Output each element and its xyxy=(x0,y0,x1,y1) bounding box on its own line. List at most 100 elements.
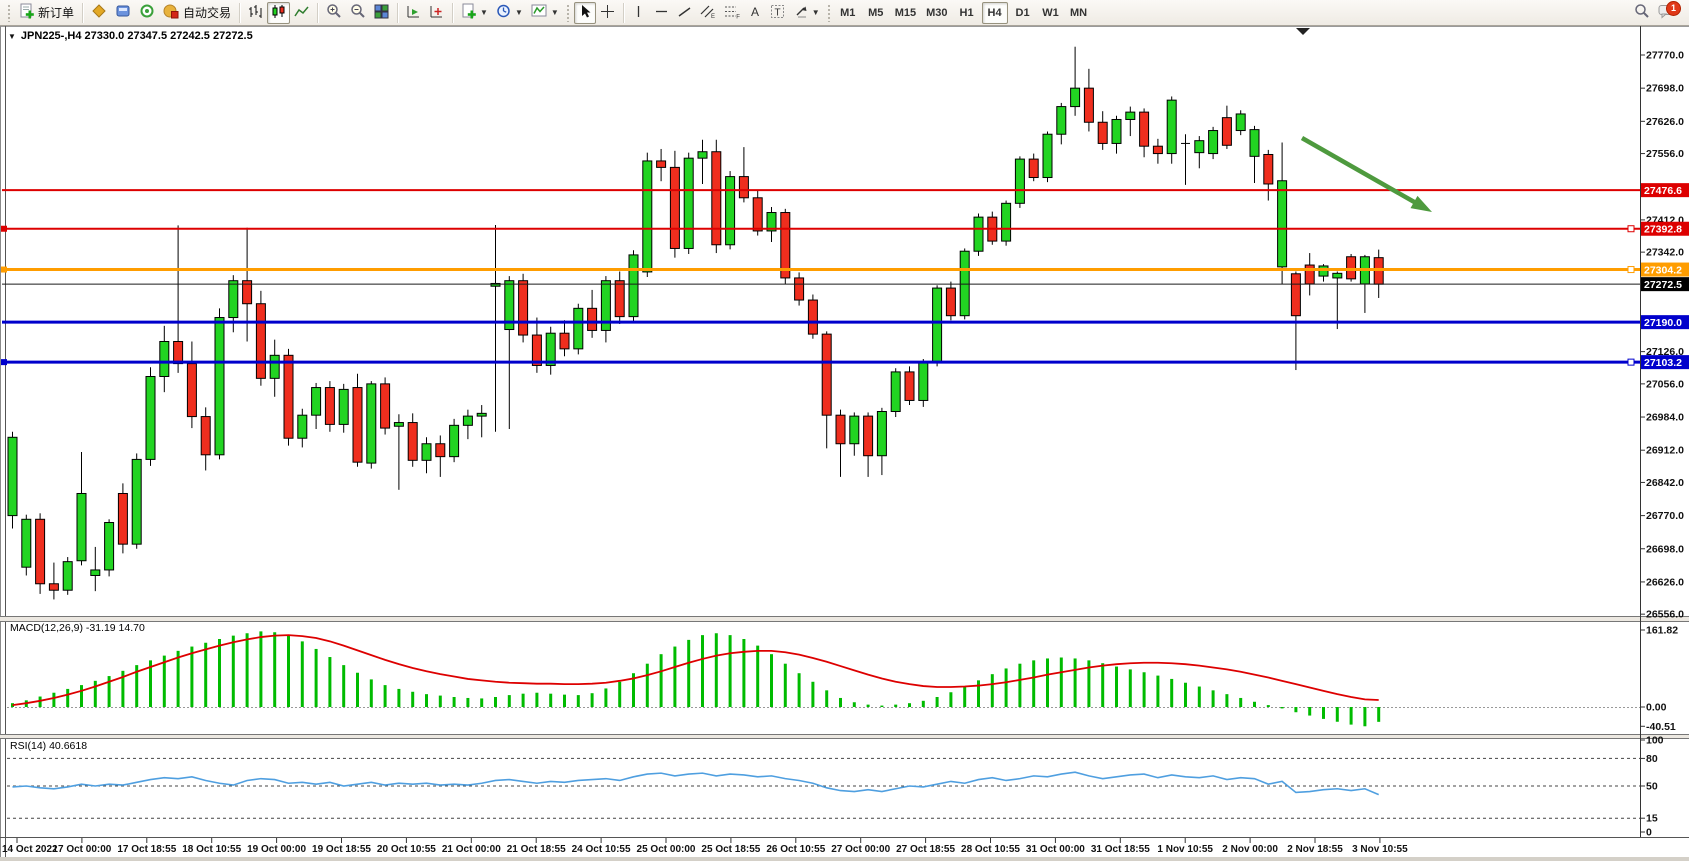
line-drag-handle[interactable] xyxy=(1,225,7,232)
notifications-button[interactable]: 1 xyxy=(1654,0,1681,24)
line-drag-handle[interactable] xyxy=(1627,266,1635,274)
search-button[interactable] xyxy=(1630,2,1654,24)
time-axis-label: 3 Nov 10:55 xyxy=(1352,844,1408,855)
candle xyxy=(200,416,211,456)
candlestick-chart-button[interactable] xyxy=(267,1,291,24)
line-drag-handle[interactable] xyxy=(1,359,7,366)
vertical-line-icon xyxy=(632,4,645,22)
candle xyxy=(628,254,639,318)
tile-windows-button[interactable] xyxy=(370,2,393,24)
macd-tick-label: 0.00 xyxy=(1646,702,1667,714)
arrows-dropdown-button[interactable]: ▼ xyxy=(790,2,824,24)
price-badge xyxy=(1641,183,1689,198)
timeframe-W1[interactable]: W1 xyxy=(1038,2,1064,24)
toolbar-separator xyxy=(317,2,319,23)
line-chart-button[interactable] xyxy=(290,2,313,24)
timeframe-M5[interactable]: M5 xyxy=(863,2,889,24)
candle xyxy=(835,414,846,445)
bar-chart-button[interactable] xyxy=(244,2,267,24)
text-icon: A xyxy=(748,4,762,22)
toolbar-grip[interactable] xyxy=(826,3,832,22)
price-badge-label: 27272.5 xyxy=(1644,279,1682,291)
new-order-button[interactable]: 新订单 xyxy=(15,2,78,24)
time-axis-label: 2 Nov 00:00 xyxy=(1222,844,1278,855)
line-drag-handle[interactable] xyxy=(1627,358,1635,366)
text-label-icon: T xyxy=(770,4,786,22)
toolbar-grip[interactable] xyxy=(7,3,12,22)
toolbar-grip[interactable] xyxy=(565,3,571,22)
crosshair-tool-button[interactable] xyxy=(596,2,619,24)
signals-button[interactable] xyxy=(135,2,159,24)
timeframe-M30[interactable]: M30 xyxy=(922,2,951,24)
chart-shift-marker[interactable] xyxy=(1296,28,1310,35)
rsi-pane-splitter[interactable] xyxy=(0,734,1689,739)
terminal-button[interactable] xyxy=(111,2,135,24)
candle xyxy=(904,371,915,401)
candle xyxy=(117,492,128,545)
fibonacci-tool-button[interactable]: F xyxy=(720,2,744,24)
macd-pane-splitter[interactable] xyxy=(0,616,1689,622)
horizontal-line-tool-button[interactable] xyxy=(650,2,673,24)
auto-scroll-button[interactable] xyxy=(402,2,425,24)
trendline-tool-button[interactable] xyxy=(673,2,696,24)
candle xyxy=(228,280,239,319)
rsi-tick-label: 0 xyxy=(1646,827,1652,839)
cursor-tool-button[interactable] xyxy=(573,1,596,24)
candle xyxy=(283,354,294,439)
auto-trading-button[interactable]: 自动交易 xyxy=(159,2,235,24)
trend-arrow-annotation[interactable] xyxy=(1300,136,1418,205)
text-label-tool-button[interactable]: T xyxy=(766,2,790,24)
timeframe-M15[interactable]: M15 xyxy=(891,2,920,24)
zoom-out-button[interactable] xyxy=(346,2,370,24)
periods-dropdown-button[interactable]: ▼ xyxy=(492,2,527,24)
candle xyxy=(1014,158,1025,204)
time-axis-label: 17 Oct 18:55 xyxy=(117,844,176,855)
timeframe-H1[interactable]: H1 xyxy=(954,2,980,24)
chart-shift-button[interactable] xyxy=(425,2,448,24)
indicators-dropdown-button[interactable]: ▼ xyxy=(527,2,563,24)
candle xyxy=(407,422,418,461)
time-axis-label: 25 Oct 00:00 xyxy=(637,844,696,855)
candle xyxy=(1221,117,1232,146)
chevron-down-icon: ▼ xyxy=(480,8,488,17)
candle xyxy=(545,332,556,366)
indicators-icon xyxy=(531,3,548,22)
equidistant-channel-tool-button[interactable]: E xyxy=(696,2,720,24)
candle xyxy=(518,280,529,336)
chart-title[interactable]: ▼ JPN225-,H4 27330.0 27347.5 27242.5 272… xyxy=(8,30,253,42)
vertical-line-tool-button[interactable] xyxy=(628,2,650,24)
timeframe-H4[interactable]: H4 xyxy=(981,1,1008,24)
toolbar-separator xyxy=(397,2,399,23)
candle xyxy=(269,354,280,379)
timeframe-D1[interactable]: D1 xyxy=(1010,2,1036,24)
timeframe-group: M1 M5 M15 M30 H1 H4 D1 W1 MN xyxy=(835,1,1092,24)
toolbar-separator xyxy=(452,2,454,23)
timeframe-MN[interactable]: MN xyxy=(1066,2,1092,24)
candle xyxy=(1056,106,1067,135)
candle xyxy=(324,387,335,425)
candle xyxy=(1001,202,1012,242)
candle xyxy=(849,415,860,445)
text-tool-button[interactable]: A xyxy=(744,2,766,24)
search-icon xyxy=(1634,3,1650,22)
candle xyxy=(807,299,818,335)
time-axis-label: 19 Oct 00:00 xyxy=(247,844,306,855)
line-drag-handle[interactable] xyxy=(1,266,7,273)
candle xyxy=(159,340,170,377)
market-watch-button[interactable] xyxy=(87,2,111,24)
candle xyxy=(242,280,253,305)
timeframe-M1[interactable]: M1 xyxy=(835,2,861,24)
zoom-in-button[interactable] xyxy=(322,2,346,24)
candle xyxy=(338,388,349,425)
line-drag-handle[interactable] xyxy=(1627,225,1635,233)
chart-shift-icon xyxy=(429,4,444,22)
auto-scroll-icon xyxy=(406,4,421,22)
symbol-dropdown-icon[interactable]: ▼ xyxy=(8,31,16,41)
candle xyxy=(35,518,46,585)
svg-text:E: E xyxy=(711,14,715,19)
new-chart-dropdown-button[interactable]: ▼ xyxy=(457,2,492,24)
time-axis-label: 26 Oct 10:55 xyxy=(766,844,825,855)
candle xyxy=(1290,273,1301,317)
candle xyxy=(876,411,887,457)
